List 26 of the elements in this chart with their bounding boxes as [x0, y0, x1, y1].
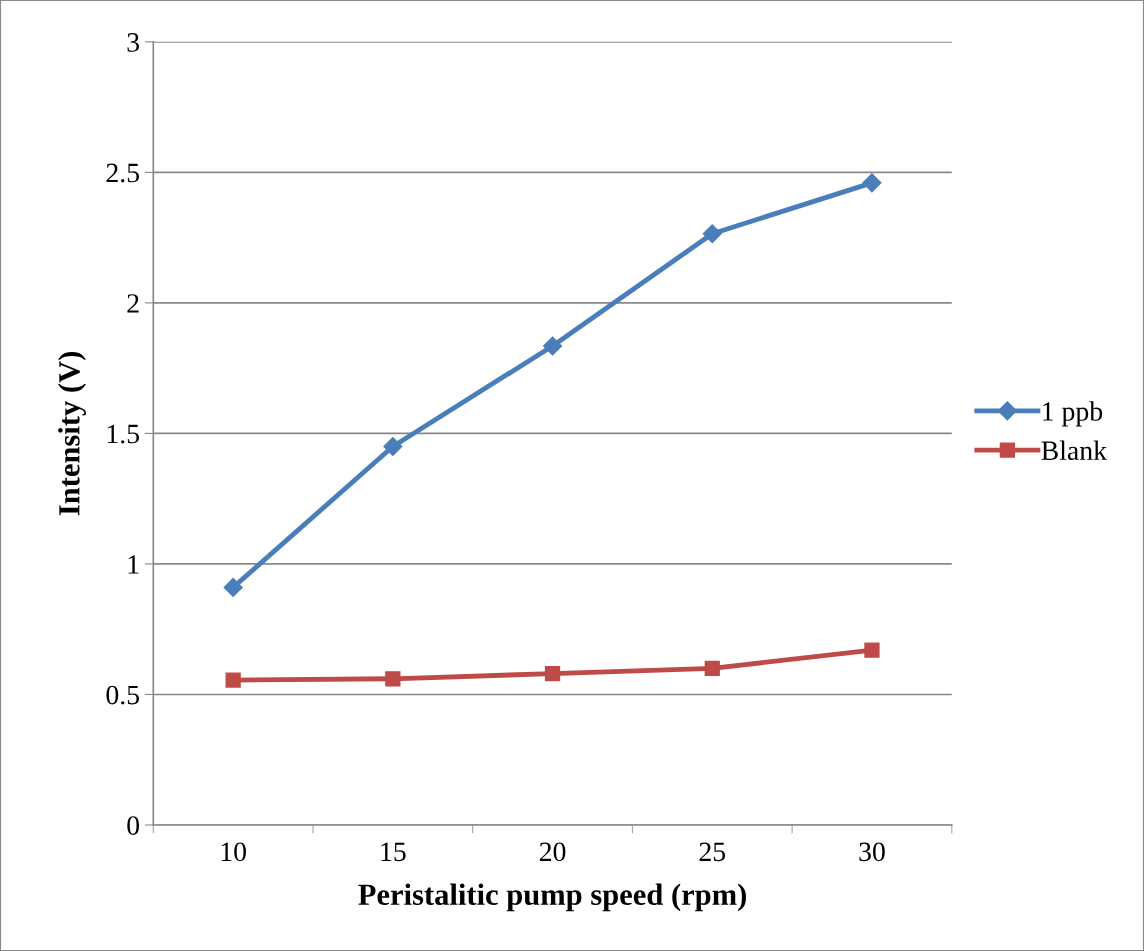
y-tick-label: 2 [127, 294, 139, 313]
point [702, 224, 722, 244]
y-axis-title: Intensity (V) [58, 352, 86, 516]
y-tick-label: 2.5 [106, 163, 140, 183]
x-tick-label: 30 [859, 842, 885, 862]
x-tick-label: 15 [381, 842, 406, 862]
y-tick-label: 1 [128, 555, 139, 574]
point [225, 672, 241, 688]
point [383, 436, 403, 457]
point [385, 671, 401, 687]
x-tick-label: 10 [221, 842, 246, 862]
point [543, 336, 563, 356]
y-tick-label: 3 [127, 33, 140, 52]
point [223, 577, 243, 597]
point [704, 660, 720, 677]
legend-label: 1 ppb [1043, 401, 1103, 427]
y-tick-label: 0.5 [106, 685, 140, 705]
point [864, 642, 880, 658]
point [862, 173, 882, 193]
x-tick-label: 25 [699, 842, 726, 862]
x-tick-label: 20 [539, 842, 566, 862]
x-axis-title: Peristalitic pump speed (rpm) [358, 883, 746, 912]
y-tick-label: 1.5 [107, 424, 140, 444]
point [544, 665, 561, 682]
legend-label: Blank [1041, 440, 1108, 461]
y-tick-label: 0 [127, 816, 140, 835]
